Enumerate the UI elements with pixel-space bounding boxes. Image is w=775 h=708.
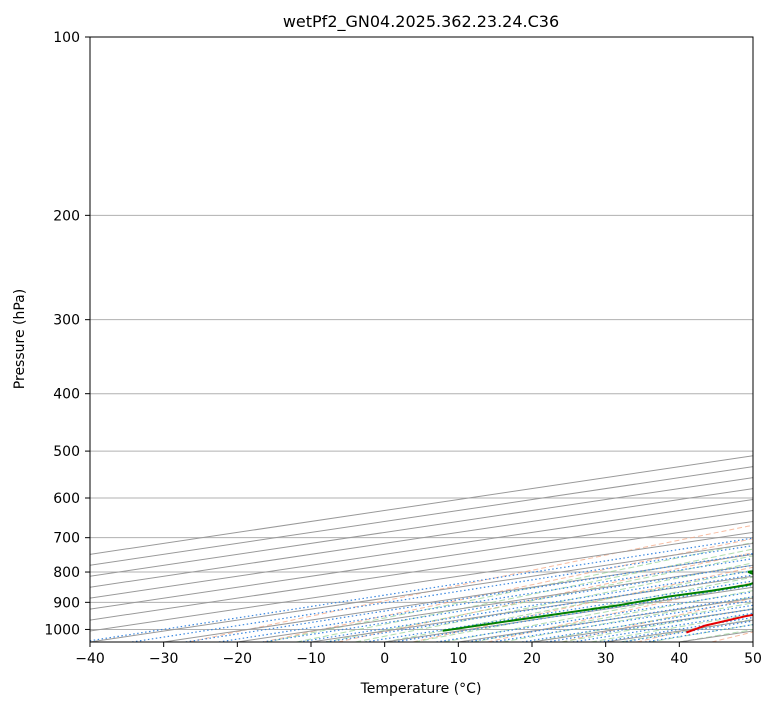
y-tick-label: 700	[53, 531, 80, 547]
y-tick-label: 800	[53, 565, 80, 581]
background-lines	[90, 37, 753, 642]
y-axis-label: Pressure (hPa)	[12, 289, 28, 389]
isotherm	[90, 488, 753, 588]
x-tick-label: 10	[449, 651, 467, 667]
isotherm	[90, 455, 753, 555]
isotherm	[90, 531, 753, 632]
x-axis: −40 −30 −20 −10 0 10 20 30 40 50	[75, 642, 762, 667]
x-tick-label: 20	[523, 651, 541, 667]
x-tick-label: −10	[296, 651, 326, 667]
x-tick-label: 30	[597, 651, 615, 667]
y-tick-label: 1000	[44, 622, 80, 638]
plot-frame	[89, 36, 754, 643]
y-tick-label: 100	[53, 30, 80, 46]
x-tick-label: −20	[223, 651, 253, 667]
y-tick-label: 200	[53, 208, 80, 224]
x-tick-label: 0	[380, 651, 389, 667]
isotherm	[90, 477, 753, 577]
x-axis-label: Temperature (°C)	[360, 681, 482, 697]
moist-adiabat	[443, 583, 753, 642]
y-tick-label: 500	[53, 444, 80, 460]
moist-adiabat	[296, 548, 753, 642]
isotherm	[90, 509, 753, 610]
dry-adiabat	[562, 597, 753, 642]
moist-adiabat	[266, 541, 753, 642]
moist-adiabat	[384, 569, 753, 642]
y-tick-label: 600	[53, 491, 80, 507]
x-tick-label: −40	[75, 651, 105, 667]
mixing-ratio-line	[365, 580, 753, 642]
y-tick-label: 300	[53, 313, 80, 329]
mixing-ratio-line	[325, 574, 753, 642]
y-axis: 100 200 300 400 500 600 700 800 900 1000	[44, 30, 90, 638]
x-tick-label: −30	[149, 651, 179, 667]
y-tick-label: 400	[53, 387, 80, 403]
mixing-ratio-line	[394, 584, 753, 642]
x-tick-label: 50	[744, 651, 762, 667]
moist-adiabat	[325, 555, 753, 642]
moist-adiabat	[414, 576, 753, 642]
isotherm	[90, 520, 753, 621]
mixing-ratio-line	[299, 570, 753, 642]
dry-adiabat	[263, 538, 753, 642]
y-tick-label: 900	[53, 595, 80, 611]
dry-adiabat	[188, 524, 753, 642]
isotherm	[90, 499, 753, 599]
isotherm	[90, 466, 753, 566]
chart-title: wetPf2_GN04.2025.362.23.24.C36	[283, 12, 559, 32]
x-tick-label: 40	[670, 651, 688, 667]
